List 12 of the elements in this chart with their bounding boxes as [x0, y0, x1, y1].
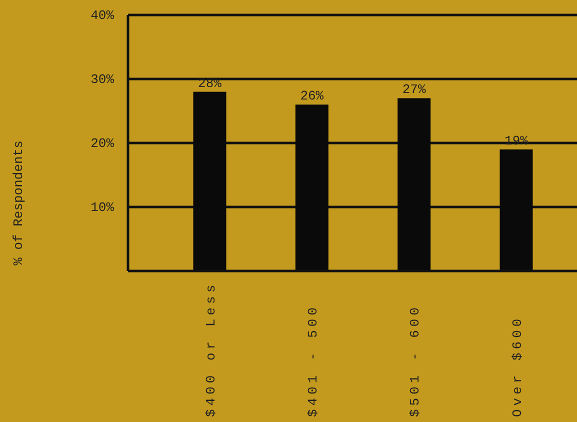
x-tick-label: Over $600 — [510, 315, 525, 417]
y-axis-title: % of Respondents — [11, 140, 26, 266]
y-tick-label: 30% — [90, 72, 114, 88]
x-tick-label: $400 or Less — [203, 281, 218, 417]
y-tick-label: 40% — [90, 8, 114, 24]
y-tick-label: 20% — [90, 136, 114, 152]
data-label: 26% — [300, 88, 324, 104]
data-label: 27% — [402, 82, 426, 98]
data-label: 28% — [198, 76, 222, 91]
x-tick-label: $501 - 600 — [408, 304, 423, 417]
x-tick-label: $401 - 500 — [305, 304, 320, 417]
y-tick-label: 10% — [90, 200, 114, 216]
